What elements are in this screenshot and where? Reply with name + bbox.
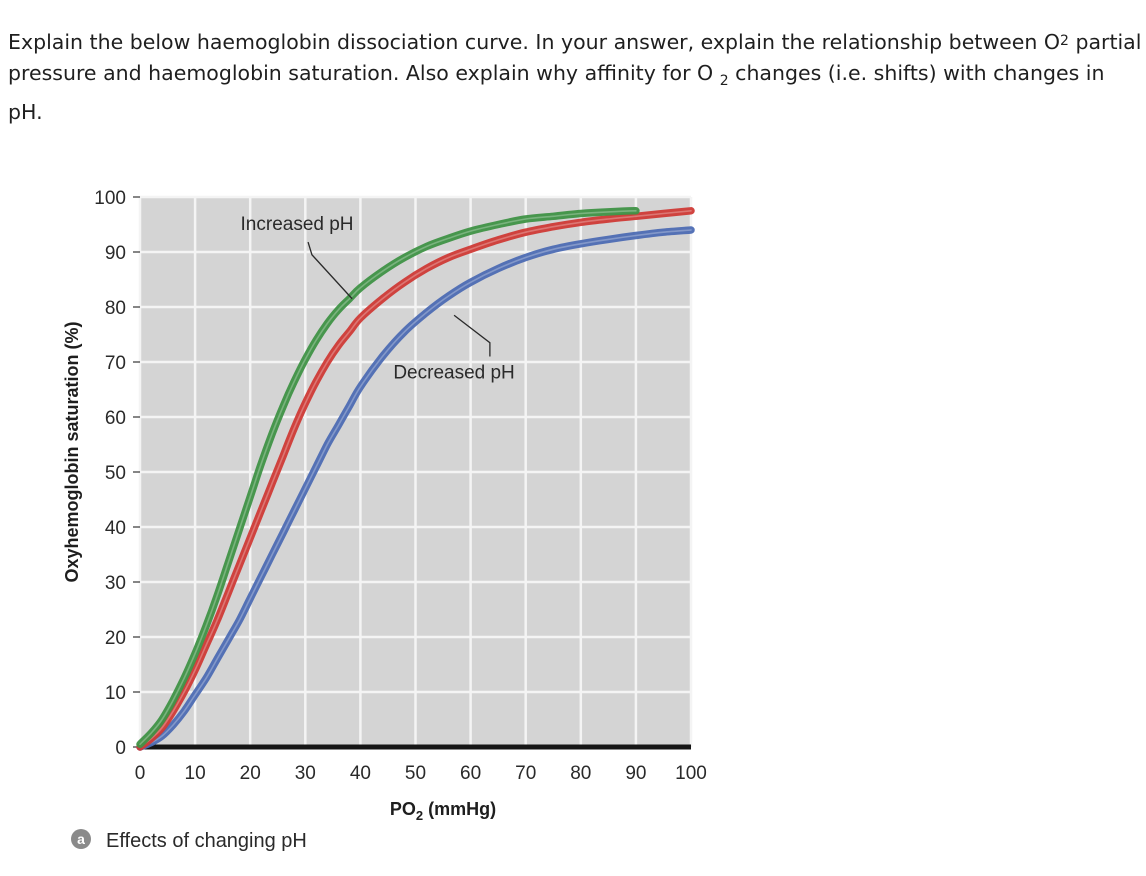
leader-line-decreased-ph [453, 314, 491, 357]
annotation-increased-ph: Increased pH [241, 214, 354, 235]
x-tick-label: 60 [460, 763, 481, 784]
x-tick-label: 20 [240, 763, 261, 784]
y-axis-ticks: 0 10 20 30 40 50 60 70 80 90 100 [94, 188, 140, 759]
series-line-increased-ph [136, 207, 640, 749]
y-tick-label: 90 [105, 243, 126, 264]
x-axis-title: PO2 (mmHg) [390, 799, 496, 823]
y-tick-label: 70 [105, 353, 126, 374]
y-tick-label: 0 [115, 738, 126, 759]
y-tick-label: 20 [105, 628, 126, 649]
y-tick-label: 50 [105, 463, 126, 484]
y-tick-label: 40 [105, 518, 126, 539]
y-tick-label: 60 [105, 408, 126, 429]
question-part-2: partial pressure and haemoglobin saturat… [8, 30, 1142, 85]
x-tick-label: 50 [405, 763, 426, 784]
leader-line-increased-ph [307, 241, 353, 300]
x-tick-label: 80 [570, 763, 591, 784]
figure-caption: a Effects of changing pH [71, 829, 307, 852]
series-line-normal-highlight [139, 210, 692, 748]
caption-marker-letter: a [77, 831, 85, 847]
y-tick-label: 30 [105, 573, 126, 594]
series-line-decreased-ph-highlight [139, 229, 692, 748]
x-axis-title-units: (mmHg) [428, 799, 496, 819]
x-axis-ticks: 0 10 20 30 40 50 60 70 80 90 100 [135, 763, 707, 784]
y-tick-label: 80 [105, 298, 126, 319]
y-tick-label: 100 [94, 188, 126, 209]
question-part-1: Explain the below haemoglobin dissociati… [8, 30, 1060, 54]
caption-marker-circle [71, 829, 91, 849]
x-axis-title-subscript: 2 [416, 808, 423, 823]
x-axis-title-main: PO [390, 799, 416, 819]
question-subscript-1: 2 [1059, 33, 1069, 49]
x-tick-label: 70 [515, 763, 536, 784]
series-line-normal [136, 207, 695, 751]
y-tick-label: 10 [105, 683, 126, 704]
question-text: Explain the below haemoglobin dissociati… [8, 26, 1142, 128]
x-tick-label: 40 [350, 763, 371, 784]
x-tick-label: 0 [135, 763, 146, 784]
series-line-increased-ph-highlight [139, 210, 637, 746]
caption-text: Effects of changing pH [106, 830, 307, 852]
x-tick-label: 90 [625, 763, 646, 784]
y-axis-title: Oxyhemoglobin saturation (%) [62, 321, 82, 582]
annotations-layer: Increased pH Decreased pH [241, 214, 515, 384]
question-part-3: changes (i.e. shifts) with changes in pH… [8, 61, 1105, 124]
x-tick-label: 30 [295, 763, 316, 784]
series-layer [136, 207, 695, 751]
x-tick-label: 100 [675, 763, 707, 784]
x-tick-label: 10 [185, 763, 206, 784]
annotation-decreased-ph: Decreased pH [393, 363, 514, 384]
question-subscript-2: 2 [719, 73, 729, 89]
series-line-decreased-ph [136, 226, 695, 751]
